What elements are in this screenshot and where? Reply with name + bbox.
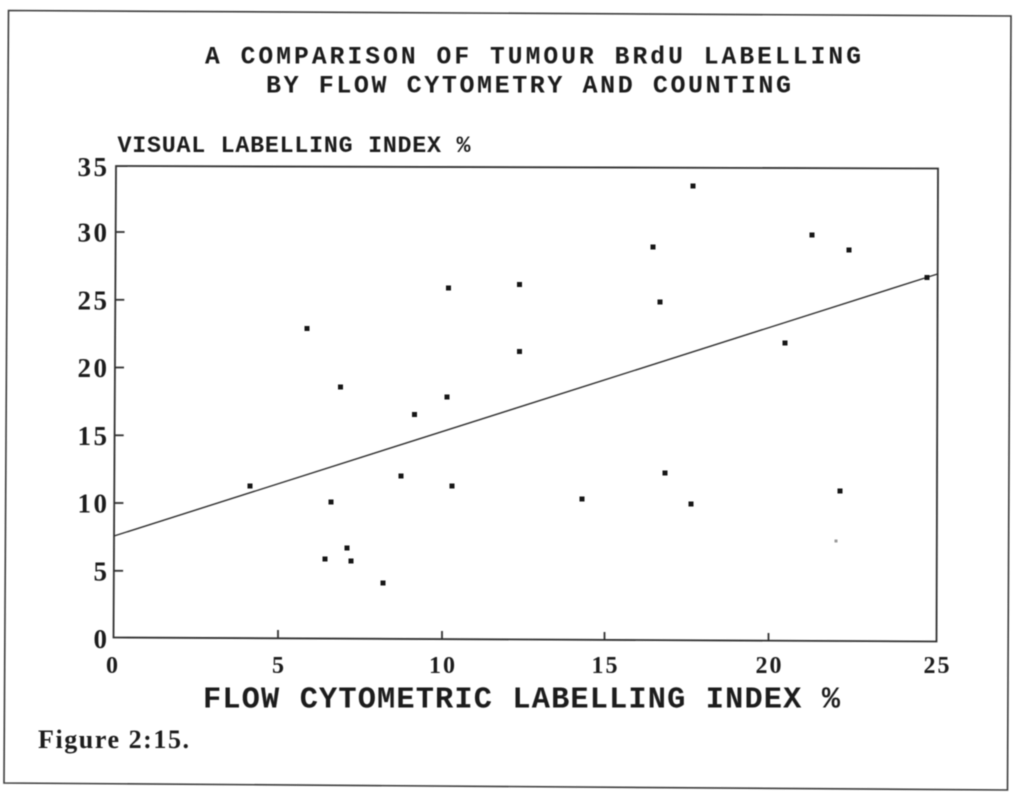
svg-text:20: 20 [78, 353, 110, 383]
svg-text:5: 5 [94, 556, 110, 586]
svg-text:30: 30 [78, 218, 110, 248]
svg-text:FLOW CYTOMETRIC LABELLING INDE: FLOW CYTOMETRIC LABELLING INDEX % [203, 684, 841, 718]
svg-text:Figure 2:15.: Figure 2:15. [38, 725, 189, 754]
svg-text:0: 0 [106, 653, 120, 679]
svg-text:25: 25 [78, 285, 110, 315]
svg-text:A COMPARISON OF TUMOUR BRdU LA: A COMPARISON OF TUMOUR BRdU LABELLING [205, 45, 861, 72]
svg-text:25: 25 [924, 653, 952, 679]
svg-text:0: 0 [94, 624, 110, 654]
svg-text:15: 15 [78, 421, 110, 451]
svg-text:5: 5 [272, 653, 286, 679]
svg-text:10: 10 [78, 489, 110, 519]
svg-text:20: 20 [756, 653, 784, 679]
svg-text:VISUAL LABELLING INDEX %: VISUAL LABELLING INDEX % [118, 133, 471, 159]
svg-text:35: 35 [78, 152, 110, 182]
svg-text:15: 15 [592, 653, 620, 679]
svg-text:10: 10 [429, 653, 457, 679]
